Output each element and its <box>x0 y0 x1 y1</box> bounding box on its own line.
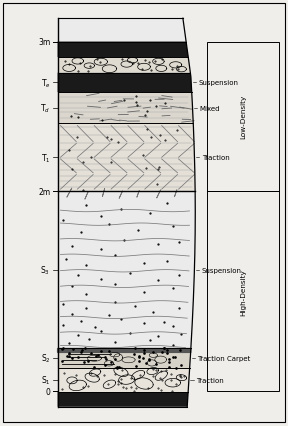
Text: T$_d$: T$_d$ <box>40 102 50 115</box>
Text: 0: 0 <box>46 387 50 396</box>
Text: Traction: Traction <box>202 155 230 161</box>
Text: T$_1$: T$_1$ <box>41 152 50 164</box>
Text: S$_2$: S$_2$ <box>41 352 50 365</box>
Text: Traction Carpet: Traction Carpet <box>198 355 251 361</box>
Polygon shape <box>58 58 190 73</box>
Text: Low-Density: Low-Density <box>240 95 246 139</box>
Polygon shape <box>58 73 192 93</box>
Text: 3m: 3m <box>38 38 50 47</box>
Text: T$_e$: T$_e$ <box>41 77 50 89</box>
Polygon shape <box>58 368 190 392</box>
Polygon shape <box>58 192 195 348</box>
Text: Suspension: Suspension <box>202 268 242 273</box>
Polygon shape <box>58 124 195 192</box>
Text: Mixed: Mixed <box>200 105 220 111</box>
Polygon shape <box>58 348 191 353</box>
Bar <box>207 192 279 391</box>
Text: Suspension: Suspension <box>198 80 238 86</box>
Polygon shape <box>58 19 195 407</box>
Polygon shape <box>58 43 188 58</box>
Polygon shape <box>58 348 191 368</box>
Bar <box>207 43 279 192</box>
Text: S$_3$: S$_3$ <box>40 264 50 276</box>
Text: S$_1$: S$_1$ <box>41 374 50 386</box>
Polygon shape <box>58 93 193 124</box>
Text: High-Density: High-Density <box>240 268 246 315</box>
Polygon shape <box>58 392 188 407</box>
Text: 2m: 2m <box>38 187 50 196</box>
Text: Traction: Traction <box>196 377 224 383</box>
